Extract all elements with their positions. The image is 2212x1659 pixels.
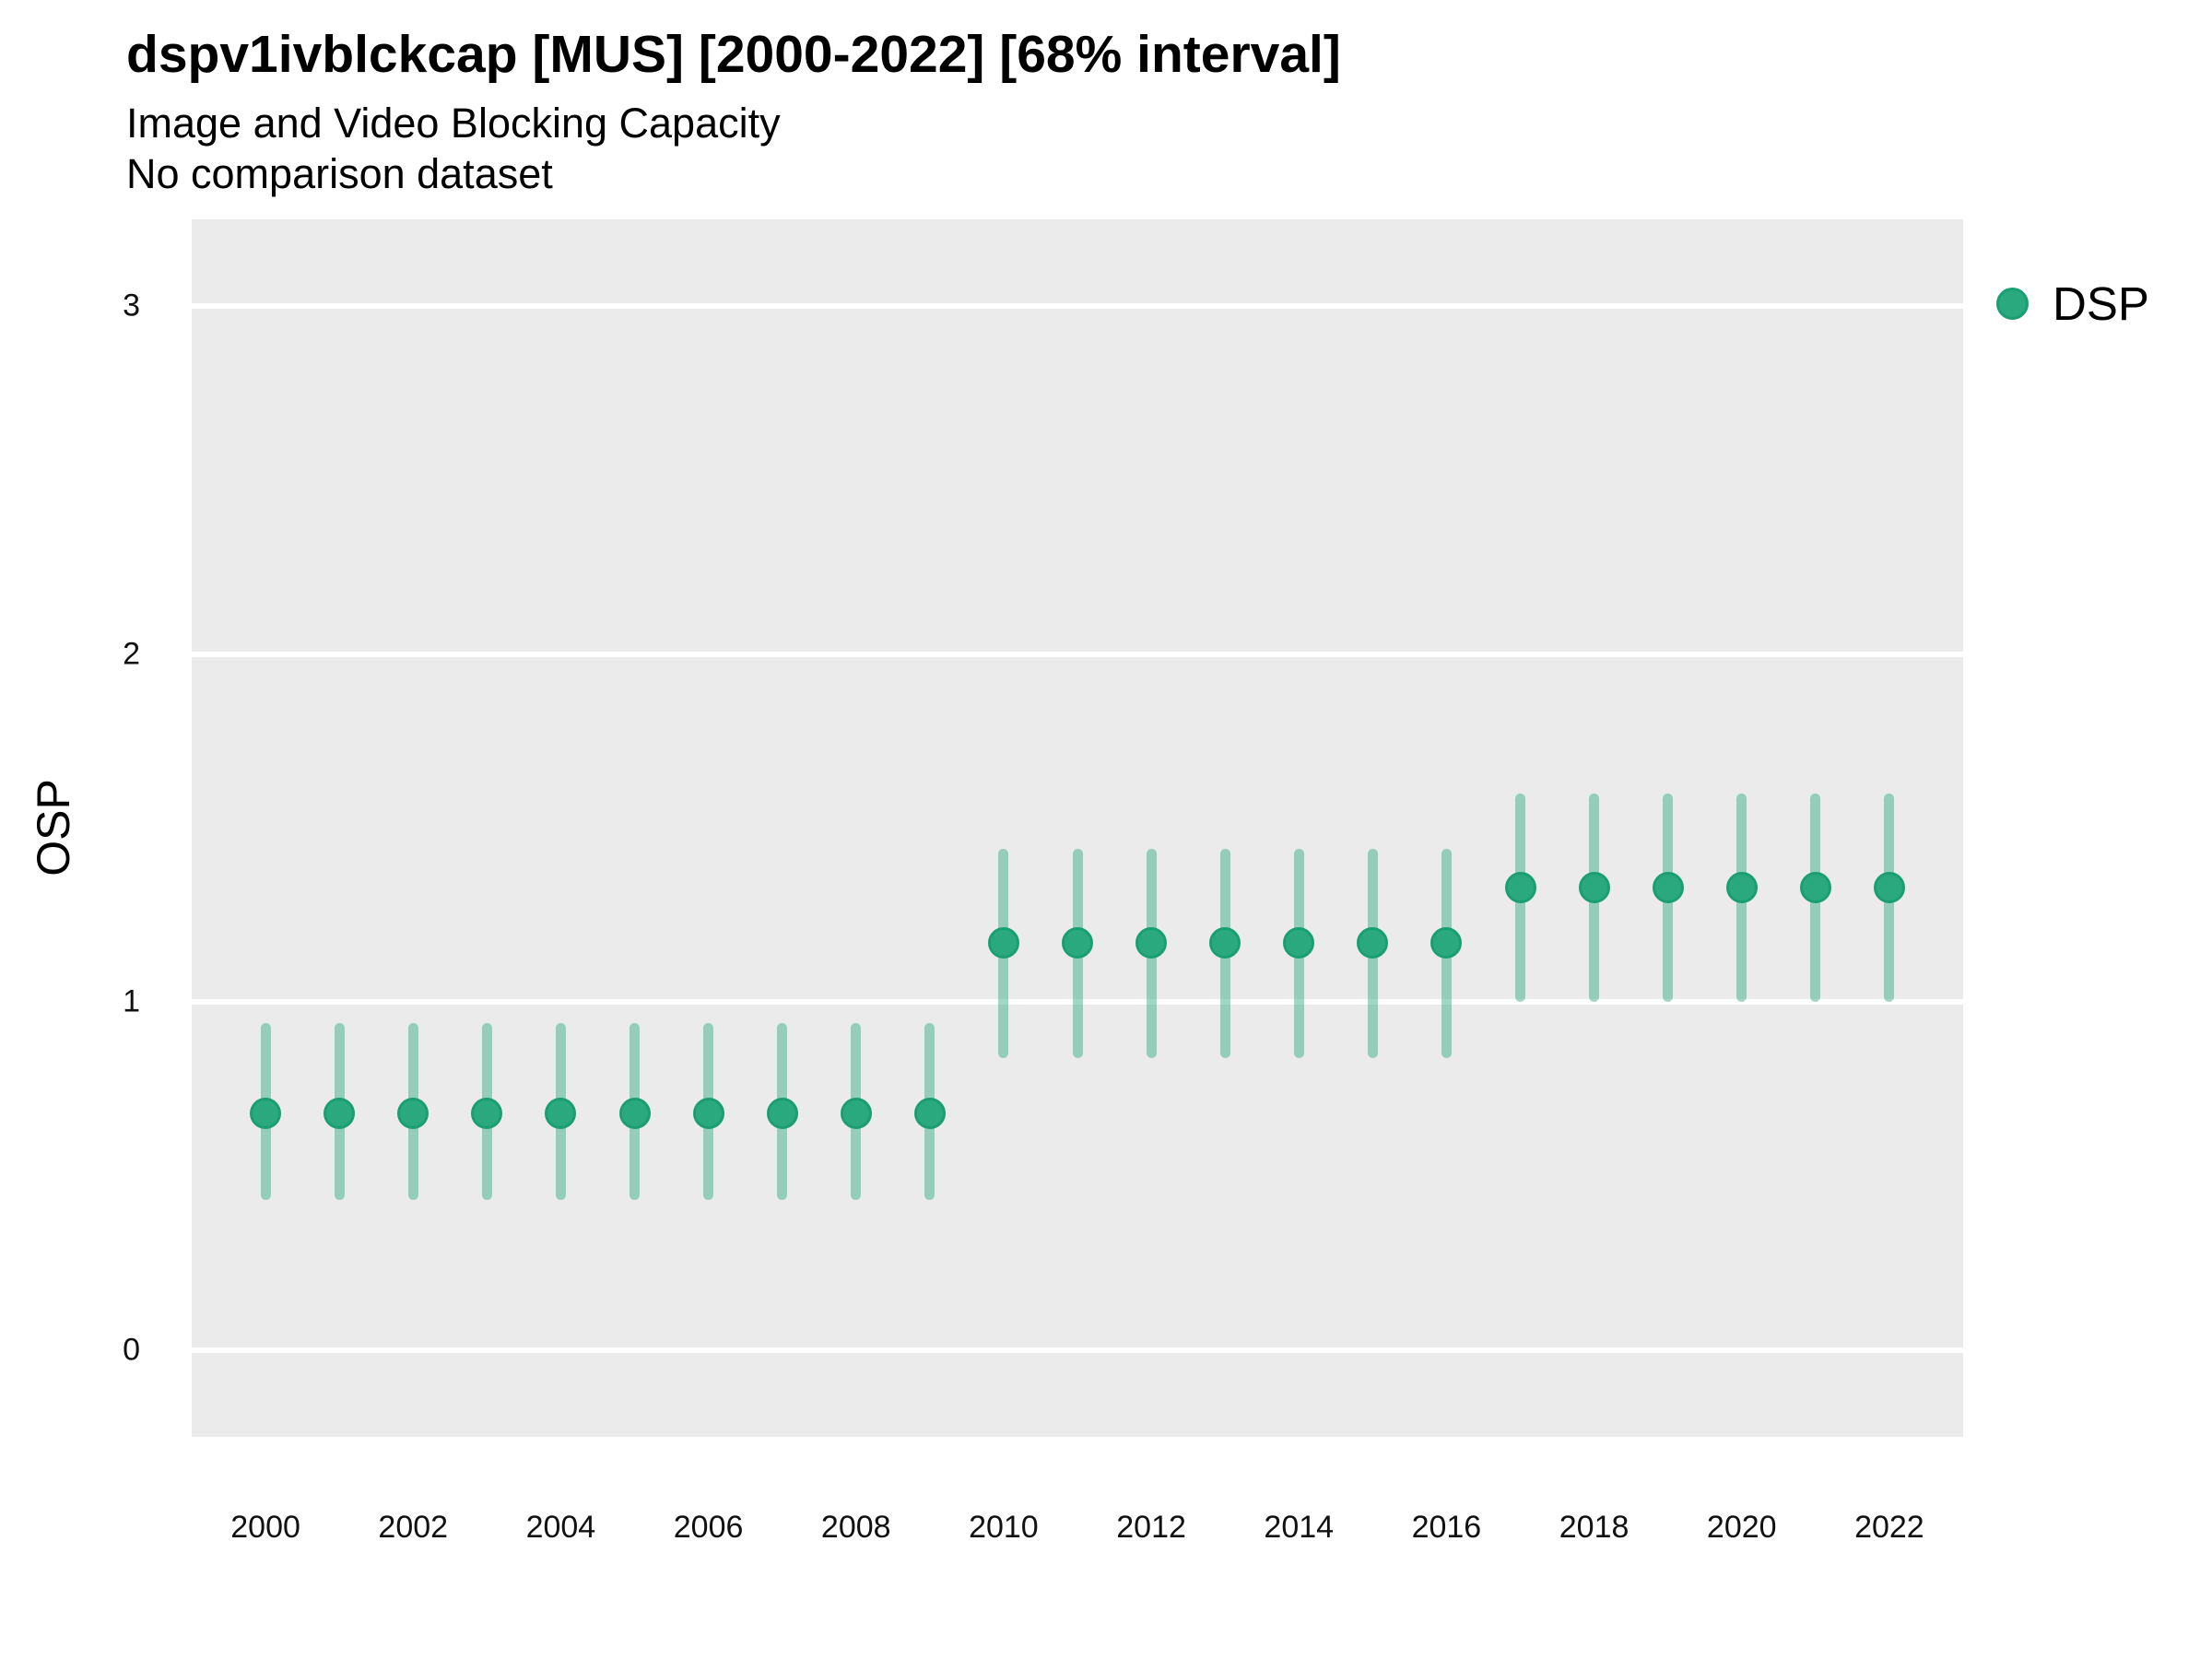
x-tick-label-2002: 2002 xyxy=(378,1510,449,1545)
data-point-2016 xyxy=(1430,927,1463,959)
x-tick-label-2004: 2004 xyxy=(525,1510,596,1545)
y-tick-label-0: 0 xyxy=(123,1332,140,1368)
legend-label-dsp: DSP xyxy=(2053,277,2149,330)
data-point-2022 xyxy=(1873,871,1905,903)
data-point-2021 xyxy=(1799,871,1831,903)
legend: DSP xyxy=(1996,276,2149,331)
x-tick-label-2016: 2016 xyxy=(1411,1510,1482,1545)
y-tick-label-1: 1 xyxy=(123,983,140,1019)
data-point-2008 xyxy=(840,1097,872,1129)
comparison-note: No comparison dataset xyxy=(126,150,553,197)
gridline-y-2 xyxy=(192,651,1963,657)
data-point-2000 xyxy=(250,1097,282,1129)
y-axis-title: OSP xyxy=(28,779,79,877)
data-point-2001 xyxy=(324,1097,356,1129)
data-point-2002 xyxy=(397,1097,429,1129)
data-point-2011 xyxy=(1062,927,1093,959)
x-tick-label-2020: 2020 xyxy=(1706,1510,1777,1545)
data-point-2014 xyxy=(1283,927,1315,959)
plot-panel xyxy=(192,219,1963,1437)
x-tick-label-2012: 2012 xyxy=(1116,1510,1186,1545)
gridline-y-0 xyxy=(192,1347,1963,1353)
data-point-2019 xyxy=(1652,871,1684,903)
chart-subtitle: Image and Video Blocking Capacity xyxy=(126,100,781,147)
chart-title: dspv1ivblckcap [MUS] [2000-2022] [68% in… xyxy=(126,25,1341,84)
data-point-2003 xyxy=(471,1097,503,1129)
x-tick-label-2014: 2014 xyxy=(1264,1510,1335,1545)
data-point-2007 xyxy=(766,1097,798,1129)
data-point-2015 xyxy=(1357,927,1389,959)
x-tick-label-2022: 2022 xyxy=(1854,1510,1924,1545)
y-tick-label-3: 3 xyxy=(123,288,140,324)
x-tick-label-2000: 2000 xyxy=(230,1510,300,1545)
gridline-y-1 xyxy=(192,999,1963,1006)
data-point-2012 xyxy=(1135,927,1168,959)
gridline-y-3 xyxy=(192,303,1963,310)
data-point-2020 xyxy=(1725,871,1758,903)
x-tick-label-2008: 2008 xyxy=(820,1510,891,1545)
data-point-2005 xyxy=(618,1097,651,1129)
data-point-2006 xyxy=(692,1097,724,1129)
data-point-2010 xyxy=(987,927,1019,959)
data-point-2004 xyxy=(545,1097,577,1129)
legend-marker-dsp-icon xyxy=(1996,288,2029,320)
y-tick-label-2: 2 xyxy=(123,636,140,672)
data-point-2013 xyxy=(1209,927,1241,959)
data-point-2017 xyxy=(1504,871,1536,903)
data-point-2009 xyxy=(913,1097,946,1129)
x-tick-label-2010: 2010 xyxy=(969,1510,1039,1545)
x-tick-label-2018: 2018 xyxy=(1559,1510,1630,1545)
x-tick-label-2006: 2006 xyxy=(673,1510,744,1545)
data-point-2018 xyxy=(1578,871,1610,903)
